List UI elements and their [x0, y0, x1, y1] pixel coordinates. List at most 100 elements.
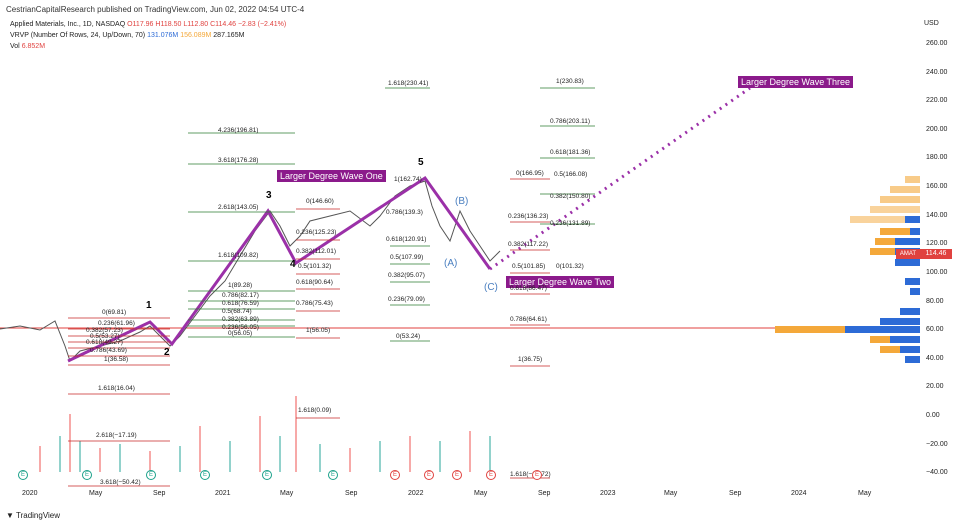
vrvp-total: 287.165M	[213, 32, 245, 39]
wave-label-4: 4	[290, 259, 296, 270]
time-tick: 2022	[408, 490, 424, 497]
fib-label: 0.236(125.23)	[296, 229, 337, 236]
time-tick: May	[89, 490, 103, 497]
earnings-marker[interactable]: E	[328, 470, 338, 480]
currency-label: USD	[924, 20, 939, 27]
price-tick: 0.00	[926, 412, 940, 419]
fib-label: 0(69.81)	[102, 309, 127, 316]
fib-label: 0.382(57.23)	[86, 327, 123, 334]
fib-label: 0.382(63.89)	[222, 316, 259, 323]
earnings-marker[interactable]: E	[452, 470, 462, 480]
fib-label: 0(56.05)	[228, 330, 253, 337]
fib-label: 4.236(196.81)	[218, 127, 259, 134]
fib-label: 0.5(107.99)	[390, 254, 424, 261]
fib-label: 0.236(131.89)	[550, 220, 591, 227]
last-price-badge: 114.46	[920, 249, 952, 259]
earnings-marker[interactable]: E	[424, 470, 434, 480]
wave-count-line	[67, 175, 492, 363]
wave-label-1: 1	[146, 300, 152, 311]
close-value: C114.46	[210, 21, 237, 28]
volume-value: 6.852M	[21, 43, 46, 50]
fib-label: 0.618(181.36)	[550, 149, 591, 156]
time-tick: Sep	[538, 490, 551, 497]
price-axis[interactable]: 260.00 240.00 220.00 200.00 180.00 160.0…	[920, 16, 960, 486]
wave-two-tag[interactable]: Larger Degree Wave Two	[506, 276, 615, 288]
symbol-title[interactable]: Applied Materials, Inc., 1D, NASDAQ	[10, 21, 126, 28]
wave-label-c: (C)	[484, 282, 498, 293]
price-tick: 260.00	[926, 40, 948, 47]
footer: ▼ TradingView	[0, 506, 960, 526]
price-tick: 20.00	[926, 383, 944, 390]
fib-label: 1.618(0.09)	[298, 407, 332, 414]
price-tick: 240.00	[926, 69, 948, 76]
fib-label: 1(230.83)	[556, 78, 584, 85]
fib-label: 0.786(139.3)	[386, 209, 423, 216]
price-tick: 60.00	[926, 326, 944, 333]
earnings-marker[interactable]: E	[532, 470, 542, 480]
earnings-marker[interactable]: E	[200, 470, 210, 480]
earnings-marker[interactable]: E	[146, 470, 156, 480]
time-tick: 2023	[600, 490, 616, 497]
time-tick: 2021	[215, 490, 231, 497]
tradingview-icon: ▼	[6, 511, 14, 520]
fib-label: 2.618(−17.19)	[96, 432, 137, 439]
fib-label: 0(166.95)	[516, 170, 544, 177]
volume-profile	[775, 176, 920, 363]
time-axis[interactable]: 2020 May Sep 2021 May Sep 2022 May Sep 2…	[0, 488, 920, 502]
wave-three-tag[interactable]: Larger Degree Wave Three	[738, 76, 854, 88]
earnings-marker[interactable]: E	[18, 470, 28, 480]
time-tick: May	[858, 490, 872, 497]
price-tick: −20.00	[926, 441, 948, 448]
time-tick: May	[474, 490, 488, 497]
tradingview-brand: TradingView	[16, 511, 61, 520]
price-tick: 80.00	[926, 298, 944, 305]
fib-label: 0.786(64.61)	[510, 316, 547, 323]
fib-label: 0(101.32)	[556, 263, 584, 270]
fib-label: 0.382(112.01)	[296, 248, 336, 255]
vrvp-down: 156.089M	[180, 32, 212, 39]
volume-title[interactable]: Vol	[10, 43, 20, 50]
fib-label: 0.236(136.23)	[508, 213, 549, 220]
time-tick: 2024	[791, 490, 807, 497]
fib-label: 3.618(176.28)	[218, 157, 259, 164]
fib-label: 0.382(95.07)	[388, 272, 425, 279]
fib-label: 0.786(82.17)	[222, 292, 259, 299]
fib-label: 0.236(79.09)	[388, 296, 425, 303]
time-tick: May	[664, 490, 678, 497]
earnings-marker[interactable]: E	[390, 470, 400, 480]
fib-label: 0.5(101.85)	[512, 263, 546, 270]
tradingview-logo[interactable]: ▼ TradingView	[6, 511, 60, 520]
fib-label: 0.618(76.59)	[222, 300, 259, 307]
price-tick: 120.00	[926, 240, 948, 247]
fib-label: 0.5(101.32)	[298, 263, 332, 270]
price-tick: 140.00	[926, 212, 948, 219]
chart-legend: Applied Materials, Inc., 1D, NASDAQ O117…	[10, 19, 286, 52]
time-tick: Sep	[345, 490, 358, 497]
change-value: −2.83 (−2.41%)	[237, 21, 287, 28]
earnings-marker[interactable]: E	[82, 470, 92, 480]
fib-label: 0.5(68.74)	[222, 308, 252, 315]
open-value: O117.96	[127, 21, 154, 28]
symbol-badge: AMAT	[896, 249, 920, 259]
price-tick: 200.00	[926, 126, 948, 133]
vrvp-title[interactable]: VRVP (Number Of Rows, 24, Up/Down, 70)	[10, 32, 146, 39]
fib-label: 0.618(90.64)	[296, 279, 333, 286]
vrvp-up: 131.076M	[147, 32, 179, 39]
high-value: H118.50	[155, 21, 182, 28]
fib-label: 0.382(117.22)	[508, 241, 548, 248]
price-tick: 100.00	[926, 269, 948, 276]
earnings-marker[interactable]: E	[262, 470, 272, 480]
fib-label: 1(36.58)	[104, 356, 129, 363]
price-chart[interactable]	[0, 16, 920, 488]
fib-label: 0.5(53.27)	[90, 333, 120, 340]
low-value: L112.80	[183, 21, 209, 28]
price-tick: −40.00	[926, 469, 948, 476]
fib-label: 1.618(16.04)	[98, 385, 135, 392]
wave-one-tag[interactable]: Larger Degree Wave One	[277, 170, 386, 182]
fib-label: 0(53.24)	[396, 333, 421, 340]
fib-label: 1(36.75)	[518, 356, 543, 363]
fib-label: 0.382(150.80)	[550, 193, 591, 200]
fib-label: 1.618(230.41)	[388, 80, 429, 87]
earnings-marker[interactable]: E	[486, 470, 496, 480]
fib-label: 3.618(−50.42)	[100, 479, 141, 486]
